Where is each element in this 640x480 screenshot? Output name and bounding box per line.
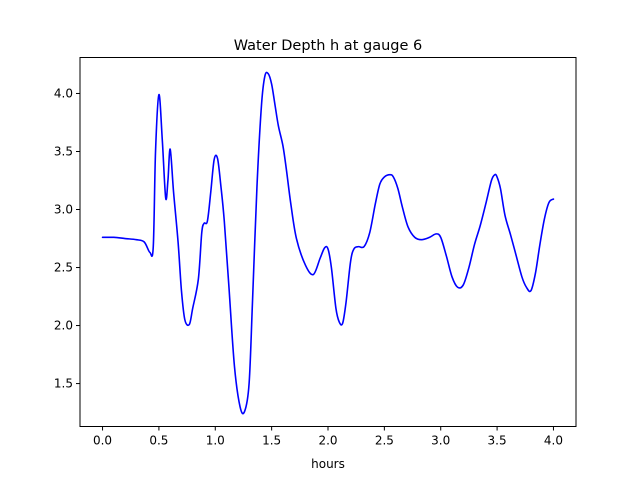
y-tick-label: 1.5 [54, 377, 73, 391]
x-tick-label: 3.5 [488, 434, 507, 448]
x-tick-label: 1.0 [206, 434, 225, 448]
plot-area [101, 71, 555, 415]
chart-title: Water Depth h at gauge 6 [234, 38, 422, 54]
y-tick-label: 2.0 [54, 319, 73, 333]
x-tick-label: 0.5 [149, 434, 168, 448]
y-axis: 1.5 2.0 2.5 3.0 3.5 4.0 [54, 86, 80, 391]
x-axis: 0.0 0.5 1.0 1.5 2.0 2.5 3.0 3.5 4.0 [93, 426, 563, 448]
x-tick-label: 1.5 [262, 434, 281, 448]
y-tick-label: 3.5 [54, 144, 73, 158]
y-tick-label: 3.0 [54, 203, 73, 217]
x-tick-label: 0.0 [93, 434, 112, 448]
series-line [101, 71, 555, 415]
x-tick-label: 4.0 [544, 434, 563, 448]
x-axis-label: hours [311, 457, 345, 471]
x-tick-label: 3.0 [431, 434, 450, 448]
y-tick-label: 2.5 [54, 261, 73, 275]
y-tick-label: 4.0 [54, 86, 73, 100]
x-tick-label: 2.0 [318, 434, 337, 448]
x-tick-label: 2.5 [375, 434, 394, 448]
axes-frame [79, 57, 577, 427]
